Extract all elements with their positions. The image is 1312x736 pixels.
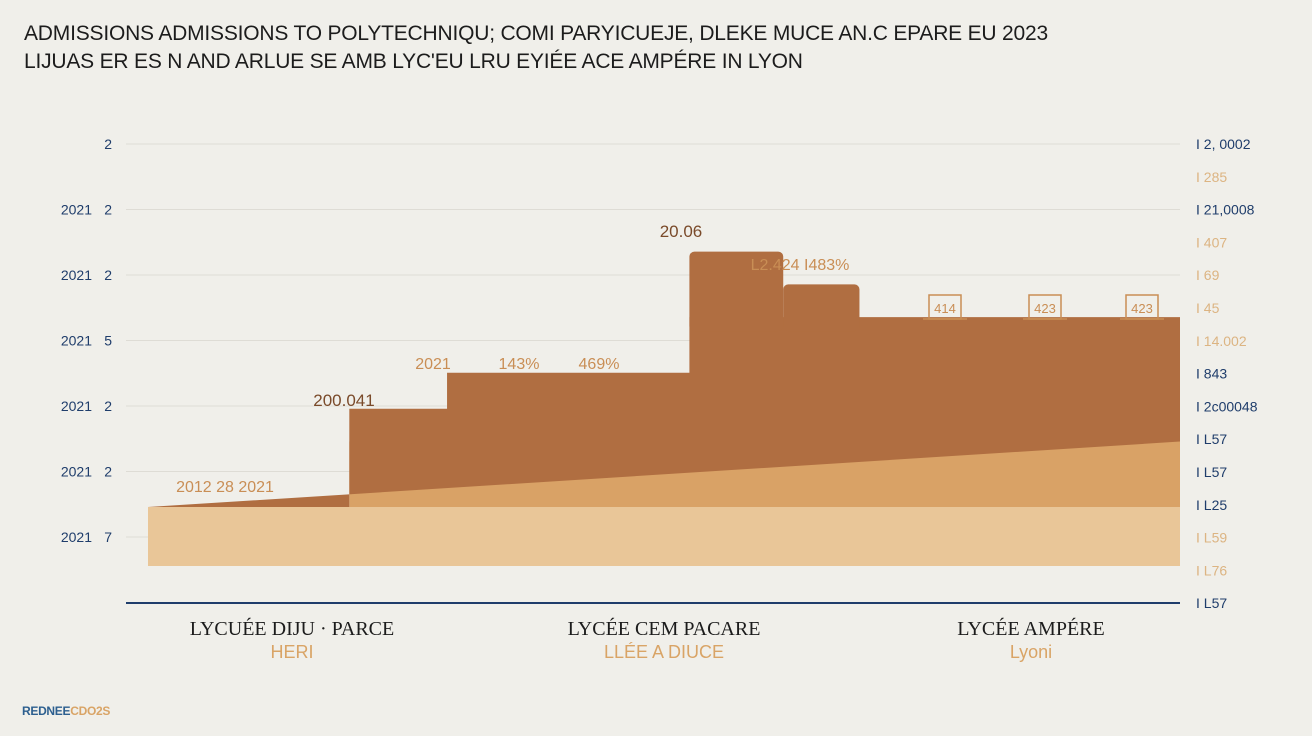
left-axis-tick: 2 — [104, 202, 112, 218]
right-axis-tick: I 407 — [1196, 234, 1227, 250]
chart-title-line-1: ADMISSIONS ADMISSIONS TO POLYTECHNIQU; C… — [24, 22, 1048, 45]
data-label: 414 — [934, 301, 956, 316]
right-axis-tick: I 843 — [1196, 366, 1227, 382]
data-label: 469% — [579, 356, 620, 373]
left-axis-year: 2021 — [61, 398, 92, 414]
data-label: 2012 28 2021 — [176, 479, 274, 496]
right-axis-tick: I L57 — [1196, 464, 1227, 480]
area-band-dark — [148, 317, 1180, 508]
category-sublabel: LLÉE A DIUCE — [604, 642, 724, 662]
right-axis-tick: I 69 — [1196, 267, 1220, 283]
category-label: LYCÉE AMPÉRE — [957, 617, 1104, 640]
right-axis-tick: I L57 — [1196, 595, 1227, 611]
right-axis-tick: I L25 — [1196, 497, 1227, 513]
footer-source-part2: CDO2S — [70, 704, 111, 718]
category-sublabel: HERI — [270, 642, 313, 662]
footer-source: REDNEECDO2S — [22, 704, 110, 718]
right-axis-tick: I 2c00048 — [1196, 398, 1258, 414]
left-axis: 2 2021 2 2021 2 2021 5 2021 2 2021 2 2021 7 — [61, 136, 112, 545]
category-sublabel: Lyoni — [1010, 642, 1052, 662]
chart-title-line-2: LIJUAS ER ES N AND ARLUE SE AMB LYC'EU L… — [24, 50, 803, 73]
left-axis-year: 2021 — [61, 529, 92, 545]
data-label: 423 — [1131, 301, 1153, 316]
left-axis-tick: 2 — [104, 398, 112, 414]
area-bands — [148, 251, 1180, 566]
right-axis-tick: I 45 — [1196, 300, 1220, 316]
left-axis-tick: 7 — [104, 529, 112, 545]
category-label: LYCUÉE DIJU · PARCE — [190, 617, 395, 640]
left-axis-tick: 5 — [104, 333, 112, 349]
left-axis-year: 2021 — [61, 333, 92, 349]
right-axis-tick: I 2, 0002 — [1196, 136, 1251, 152]
right-axis-tick: I L76 — [1196, 562, 1227, 578]
footer-source-part1: REDNEE — [22, 704, 71, 718]
right-axis-tick: I 285 — [1196, 169, 1227, 185]
data-label: 2021 — [415, 356, 451, 373]
left-axis-tick: 2 — [104, 136, 112, 152]
data-label: 200.041 — [313, 391, 374, 410]
left-axis-tick: 2 — [104, 464, 112, 480]
data-label: 423 — [1034, 301, 1056, 316]
data-label: 20.06 — [660, 222, 703, 241]
right-axis-tick: I L59 — [1196, 530, 1227, 546]
right-axis-tick: I L57 — [1196, 431, 1227, 447]
data-label: L2.424 I483% — [751, 257, 850, 274]
category-label: LYCÉE CEM PACARE — [568, 617, 761, 640]
area-band-light — [148, 507, 1180, 566]
annotations: 2012 28 2021 200.041 2021 143% 469% 20.06 L2.4… — [176, 222, 1164, 496]
left-axis-year: 2021 — [61, 464, 92, 480]
area-band-top — [783, 284, 860, 332]
chart-title: ADMISSIONS ADMISSIONS TO POLYTECHNIQU; C… — [24, 20, 1048, 76]
left-axis-tick: 2 — [104, 267, 112, 283]
right-axis-tick: I 14.002 — [1196, 333, 1247, 349]
right-axis-tick: I 21,0008 — [1196, 202, 1255, 218]
left-axis-year: 2021 — [61, 202, 92, 218]
right-axis: I 2, 0002 I 285 I 21,0008 I 407 I 69 I 45 I 14… — [1196, 136, 1258, 611]
area-band-top — [689, 251, 784, 332]
left-axis-year: 2021 — [61, 267, 92, 283]
data-label: 143% — [499, 356, 540, 373]
